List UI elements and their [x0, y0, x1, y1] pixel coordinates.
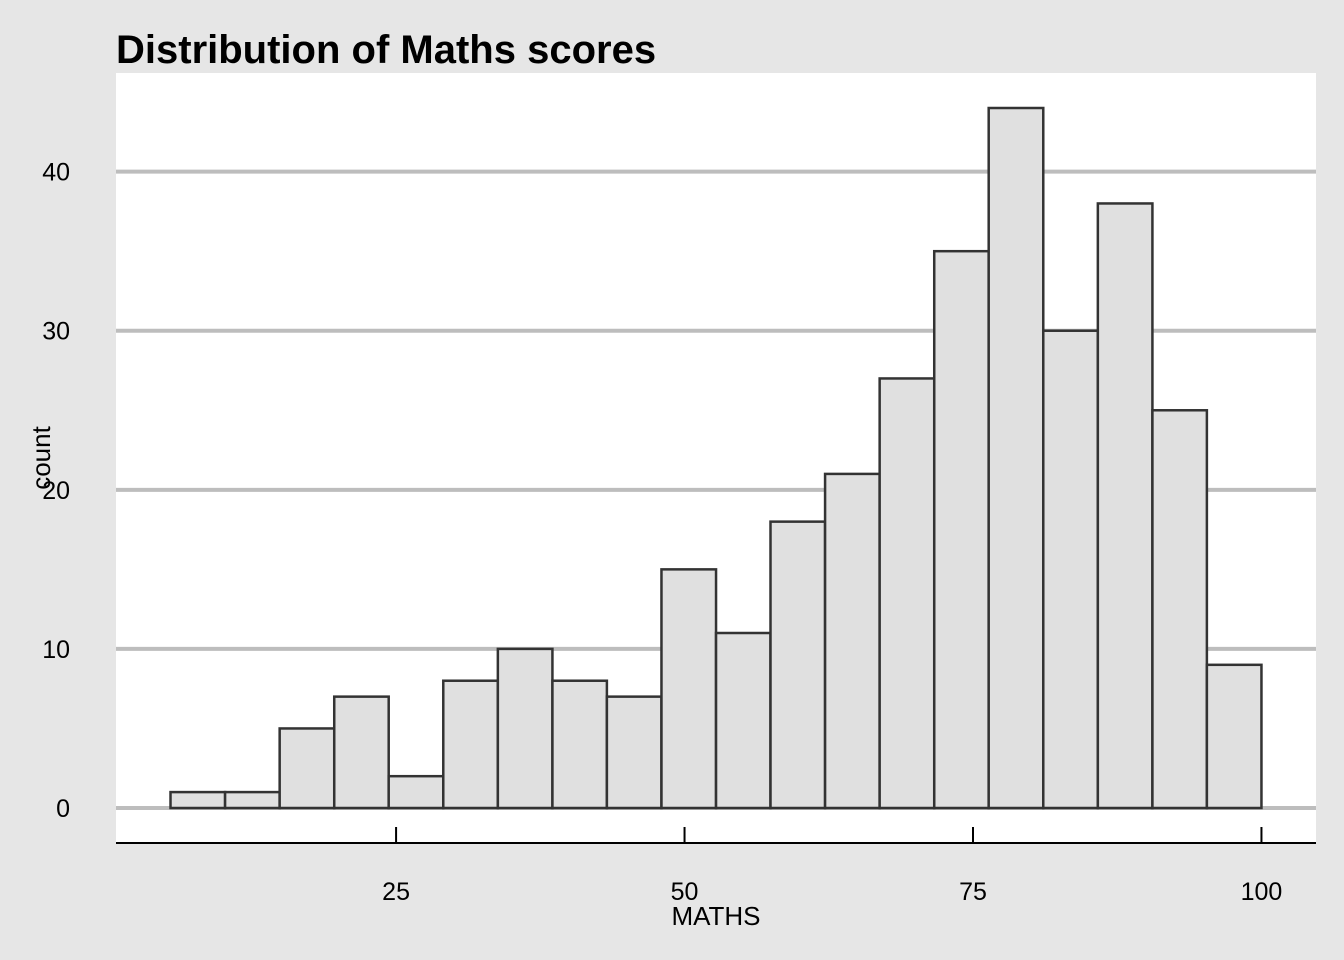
histogram-bar	[223, 790, 281, 810]
histogram-bar	[1042, 329, 1100, 810]
histogram-bar	[714, 631, 772, 810]
histogram-bar	[878, 377, 936, 810]
histogram-bar	[496, 647, 554, 810]
x-tick-label: 25	[382, 878, 410, 906]
bars	[169, 106, 1263, 810]
y-tick-label: 10	[42, 636, 70, 664]
histogram-bar	[387, 774, 445, 810]
y-tick-label: 0	[56, 795, 70, 823]
histogram-bar	[823, 472, 881, 810]
x-tick-label: 100	[1241, 878, 1283, 906]
y-axis-title: count	[26, 425, 56, 489]
histogram-bar	[1205, 663, 1263, 810]
histogram-bar	[660, 568, 718, 810]
histogram-bar	[442, 679, 500, 810]
histogram-bar	[278, 727, 336, 810]
axes: 0 10 20 30 40 25 50 75 100	[42, 159, 1316, 906]
histogram-bar	[1096, 202, 1154, 810]
histogram-bar	[605, 695, 663, 810]
histogram-bar	[769, 520, 827, 810]
histogram-bar	[169, 790, 227, 810]
histogram-bar	[1151, 409, 1209, 810]
chart-title: Distribution of Maths scores	[116, 28, 657, 72]
histogram-bar	[987, 106, 1045, 810]
x-tick-label: 75	[959, 878, 987, 906]
y-tick-label: 20	[42, 477, 70, 505]
y-tick-label: 30	[42, 318, 70, 346]
histogram-bar	[551, 679, 609, 810]
x-tick-label: 50	[671, 878, 699, 906]
histogram-bar	[932, 249, 990, 810]
histogram-bar	[332, 695, 390, 810]
y-tick-label: 40	[42, 159, 70, 187]
x-axis-title: MATHS	[671, 901, 760, 931]
